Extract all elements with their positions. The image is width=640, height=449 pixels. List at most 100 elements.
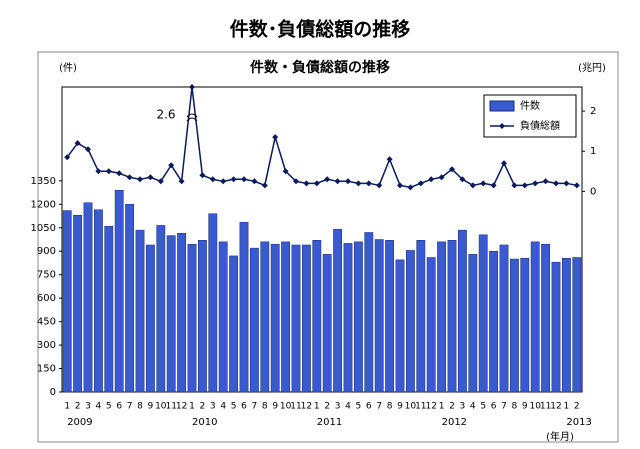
- line-marker: [199, 172, 206, 179]
- x-tick-label: 2: [200, 402, 206, 412]
- x-tick-label: 1: [439, 402, 445, 412]
- x-tick-label: 8: [137, 402, 143, 412]
- x-tick-label: 11: [290, 402, 301, 412]
- year-label: 2012: [442, 417, 467, 428]
- bar: [385, 240, 395, 393]
- x-tick-label: 9: [397, 402, 403, 412]
- bar: [114, 189, 124, 393]
- line-marker: [64, 154, 71, 161]
- year-label: 2010: [192, 417, 217, 428]
- axis-break: [186, 113, 198, 122]
- y-tick-label: 1350: [31, 176, 56, 187]
- bar: [312, 240, 322, 393]
- y-tick-label: 900: [37, 246, 56, 257]
- line-marker: [490, 182, 497, 189]
- x-tick-label: 2: [449, 402, 455, 412]
- x-tick-label: 7: [252, 402, 258, 412]
- line-marker: [511, 182, 518, 189]
- line-marker: [417, 180, 424, 187]
- line-marker: [126, 174, 133, 181]
- line-marker: [303, 180, 310, 187]
- line-marker: [397, 182, 403, 189]
- x-tick-label: 3: [335, 402, 341, 412]
- line-marker: [480, 180, 487, 187]
- x-tick-label: 1: [189, 402, 195, 412]
- x-tick-label: 2: [75, 402, 81, 412]
- bar: [260, 241, 270, 393]
- bar: [364, 232, 374, 393]
- bar: [530, 241, 540, 393]
- year-label: 2009: [67, 417, 92, 428]
- line-marker: [282, 168, 289, 175]
- bar: [291, 244, 301, 393]
- bar: [156, 225, 166, 393]
- line-marker: [407, 184, 414, 191]
- line-marker: [189, 84, 195, 90]
- bar: [218, 241, 228, 393]
- line-marker: [313, 180, 320, 187]
- x-tick-label: 5: [231, 402, 237, 412]
- x-tick-label: 5: [106, 402, 112, 412]
- bar: [405, 250, 415, 393]
- x-tick-label: 4: [470, 402, 476, 412]
- y-tick-label: 150: [37, 364, 56, 375]
- bar: [135, 229, 145, 393]
- x-tick-label: 11: [540, 402, 551, 412]
- x-tick-label: 12: [176, 402, 187, 412]
- y-tick-label: 450: [37, 317, 56, 328]
- x-tick-label: 8: [512, 402, 518, 412]
- line-marker: [241, 176, 247, 183]
- bar: [541, 243, 551, 393]
- bar: [249, 247, 259, 393]
- bar: [301, 244, 311, 393]
- bar: [437, 241, 447, 393]
- x-tick-label: 12: [301, 402, 312, 412]
- x-tick-label: 9: [522, 402, 528, 412]
- bar: [208, 213, 218, 393]
- page-title: 件数･負債総額の推移: [230, 18, 411, 41]
- line-marker: [261, 182, 268, 189]
- bar: [93, 209, 103, 393]
- bar: [281, 241, 291, 393]
- x-tick-label: 8: [387, 402, 393, 412]
- x-tick-label: 7: [376, 402, 382, 412]
- line-marker: [553, 180, 559, 187]
- line-marker: [168, 162, 175, 169]
- y2-tick-label: 2: [590, 106, 596, 117]
- x-tick-label: 12: [425, 402, 436, 412]
- x-tick-label: 5: [356, 402, 362, 412]
- line-marker: [386, 156, 393, 163]
- bar: [572, 257, 582, 393]
- bar: [447, 240, 457, 393]
- bar: [561, 258, 571, 393]
- x-tick-label: 6: [366, 402, 372, 412]
- bar: [145, 244, 155, 393]
- line-marker: [251, 178, 258, 185]
- line-marker: [459, 176, 466, 183]
- x-tick-label: 5: [480, 402, 486, 412]
- bar: [177, 232, 187, 393]
- line-marker: [573, 182, 580, 189]
- chart-frame: [37, 51, 619, 443]
- plot-area: [61, 86, 583, 393]
- y2-tick-label: 1: [590, 146, 596, 157]
- year-label: 2011: [317, 417, 342, 428]
- bar: [353, 241, 363, 393]
- y2-axis-label: (兆円): [578, 62, 606, 74]
- line-marker: [324, 176, 331, 183]
- legend-swatch: [489, 100, 515, 112]
- bar: [509, 258, 519, 393]
- x-tick-label: 4: [345, 402, 351, 412]
- bar: [478, 234, 488, 393]
- x-tick-label: 10: [155, 402, 167, 412]
- bar: [322, 254, 332, 393]
- x-tick-label: 10: [405, 402, 417, 412]
- x-tick-label: 6: [116, 402, 122, 412]
- line-marker: [469, 182, 476, 189]
- x-tick-label: 1: [314, 402, 320, 412]
- bar: [197, 240, 207, 393]
- legend-label: 負債総額: [520, 119, 560, 132]
- x-tick-label: 1: [64, 402, 70, 412]
- y-axis-label: (件): [59, 62, 77, 74]
